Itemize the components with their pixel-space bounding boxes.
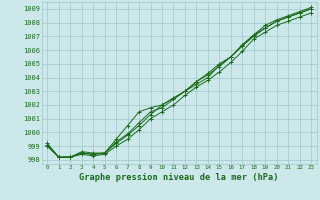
X-axis label: Graphe pression niveau de la mer (hPa): Graphe pression niveau de la mer (hPa) bbox=[79, 173, 279, 182]
